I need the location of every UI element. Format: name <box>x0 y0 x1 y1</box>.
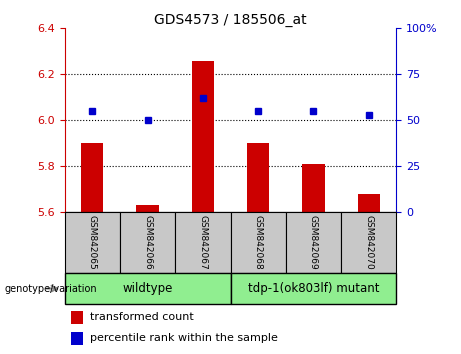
Bar <box>230 273 396 304</box>
Text: genotype/variation: genotype/variation <box>5 284 97 293</box>
Bar <box>302 164 325 212</box>
Text: GSM842066: GSM842066 <box>143 215 152 270</box>
Bar <box>136 206 159 212</box>
Bar <box>71 332 83 345</box>
Bar <box>65 212 120 273</box>
Bar <box>81 143 103 212</box>
Text: GSM842065: GSM842065 <box>88 215 97 270</box>
Bar <box>247 143 269 212</box>
Text: percentile rank within the sample: percentile rank within the sample <box>90 333 278 343</box>
Text: GSM842070: GSM842070 <box>364 215 373 270</box>
Title: GDS4573 / 185506_at: GDS4573 / 185506_at <box>154 13 307 27</box>
Bar <box>286 212 341 273</box>
Text: wildtype: wildtype <box>122 282 173 295</box>
Text: GSM842069: GSM842069 <box>309 215 318 270</box>
Text: transformed count: transformed count <box>90 312 194 322</box>
Text: GSM842067: GSM842067 <box>198 215 207 270</box>
Text: GSM842068: GSM842068 <box>254 215 263 270</box>
Bar <box>192 61 214 212</box>
Text: tdp-1(ok803lf) mutant: tdp-1(ok803lf) mutant <box>248 282 379 295</box>
Bar <box>175 212 230 273</box>
Bar <box>65 273 230 304</box>
Bar <box>341 212 396 273</box>
Bar <box>120 212 175 273</box>
Bar <box>71 311 83 324</box>
Bar <box>230 212 286 273</box>
Bar <box>358 194 380 212</box>
